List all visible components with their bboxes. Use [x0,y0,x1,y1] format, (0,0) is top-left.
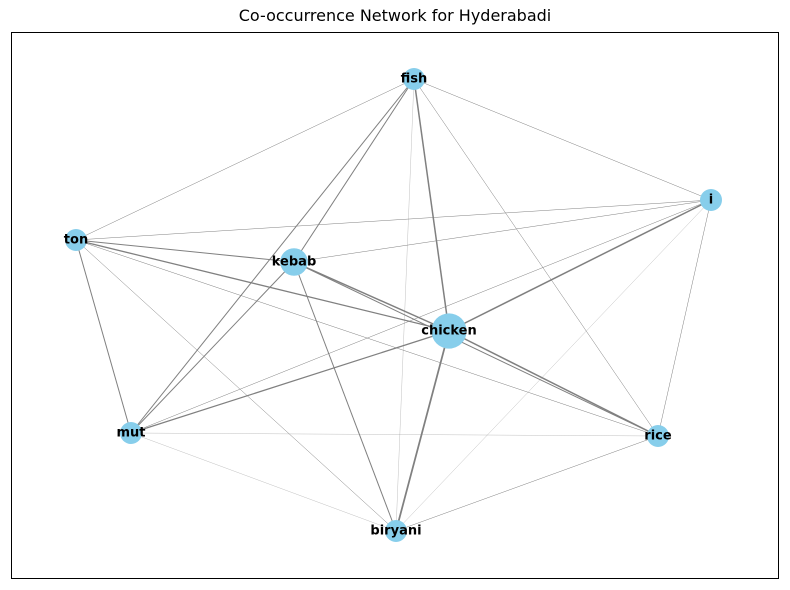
edge-mut-rice [130,432,659,437]
edge-ton-rice [75,239,659,437]
edge-ton-biryani [75,239,397,532]
edge-chicken-mut [130,330,450,434]
edge-chicken-rice [448,330,659,437]
edge-i-rice [657,199,712,437]
node-label-chicken: chicken [421,324,477,339]
node-label-mut: mut [116,426,145,441]
node-chicken [431,313,467,349]
edge-kebab-biryani [293,261,397,532]
edge-i-chicken [448,199,712,332]
node-label-biryani: biryani [370,524,421,539]
edges-layer [75,78,712,532]
edge-fish-ton [75,78,415,241]
edge-ton-kebab [75,239,295,263]
node-i [700,189,722,211]
edge-fish-rice [413,78,659,437]
edge-kebab-mut [130,261,295,434]
node-kebab [280,248,308,276]
edge-kebab-chicken [293,261,450,332]
nodes-layer [65,68,722,542]
edge-fish-chicken [413,78,450,332]
labels-layer: fish i ton kebab chicken mut rice biryani [64,72,713,539]
edge-mut-biryani [130,432,397,532]
edge-ton-mut [75,239,132,434]
edge-fish-biryani [395,78,415,532]
node-ton [65,229,87,251]
edge-chicken-biryani [395,330,450,532]
edge-ton-chicken [75,239,450,332]
edge-fish-kebab [293,78,415,263]
node-mut [120,422,142,444]
node-fish [403,68,425,90]
edge-i-biryani [395,199,712,532]
edge-kebab-rice [293,261,659,437]
node-label-rice: rice [644,429,672,444]
node-label-ton: ton [64,233,88,248]
node-biryani [385,520,407,542]
diagram-title: Co-occurrence Network for Hyderabadi [238,6,552,25]
edge-i-mut [130,199,712,434]
edge-rice-biryani [395,435,659,532]
edge-i-ton [75,199,712,241]
edge-i-kebab [293,199,712,263]
edge-fish-i [413,78,712,201]
node-rice [647,425,669,447]
node-label-fish: fish [401,72,428,87]
edge-fish-mut [130,78,415,434]
node-label-i: i [709,193,713,208]
plot-frame [11,32,779,579]
node-label-kebab: kebab [272,255,317,270]
